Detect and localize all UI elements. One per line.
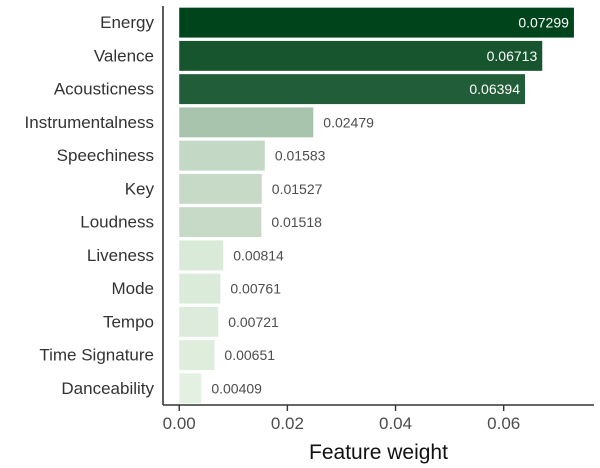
value-label: 0.00409 <box>211 380 262 396</box>
bar-mode <box>179 273 221 304</box>
value-label: 0.01527 <box>272 181 323 197</box>
category-label: Liveness <box>87 246 154 265</box>
value-label: 0.02479 <box>323 114 374 130</box>
category-label: Acousticness <box>54 80 154 99</box>
value-label: 0.00814 <box>233 247 284 263</box>
bar-speechiness <box>179 140 265 171</box>
value-label: 0.00651 <box>224 347 275 363</box>
category-label: Mode <box>111 279 154 298</box>
bar-time-signature <box>179 340 215 371</box>
category-label: Key <box>125 179 155 198</box>
bar-tempo <box>179 306 219 337</box>
bar-instrumentalness <box>179 107 314 138</box>
bars-group <box>179 7 574 404</box>
category-label: Speechiness <box>57 146 154 165</box>
bar-liveness <box>179 240 224 271</box>
value-label: 0.00761 <box>230 281 281 297</box>
x-tick-label: 0.00 <box>163 414 196 433</box>
bar-key <box>179 173 262 204</box>
bar-loudness <box>179 207 262 238</box>
category-label: Time Signature <box>39 346 154 365</box>
category-label: Energy <box>100 13 154 32</box>
value-label: 0.06713 <box>487 48 538 64</box>
x-tick-label: 0.02 <box>271 414 304 433</box>
category-label: Instrumentalness <box>25 113 154 132</box>
value-label: 0.06394 <box>469 81 520 97</box>
category-labels-group: Energy Valence Acousticness Instrumentalnes… <box>25 13 155 398</box>
bar-acousticness <box>179 74 525 105</box>
bar-danceability <box>179 373 202 404</box>
value-label: 0.01518 <box>271 214 322 230</box>
bar-energy <box>179 7 574 38</box>
value-label: 0.00721 <box>228 314 279 330</box>
x-axis-title: Feature weight <box>309 441 448 464</box>
bar-valence <box>179 40 543 71</box>
category-label: Danceability <box>61 379 154 398</box>
x-axis-ticks: 0.00 0.02 0.04 0.06 <box>163 405 520 433</box>
category-label: Valence <box>94 46 154 65</box>
value-label: 0.01583 <box>275 148 326 164</box>
x-tick-label: 0.06 <box>487 414 520 433</box>
x-tick-label: 0.04 <box>379 414 412 433</box>
value-label: 0.07299 <box>518 15 569 31</box>
value-labels-group: 0.07299 0.06713 0.06394 0.02479 0.01583 0.015… <box>211 15 569 397</box>
category-label: Loudness <box>80 213 154 232</box>
category-label: Tempo <box>103 312 154 331</box>
